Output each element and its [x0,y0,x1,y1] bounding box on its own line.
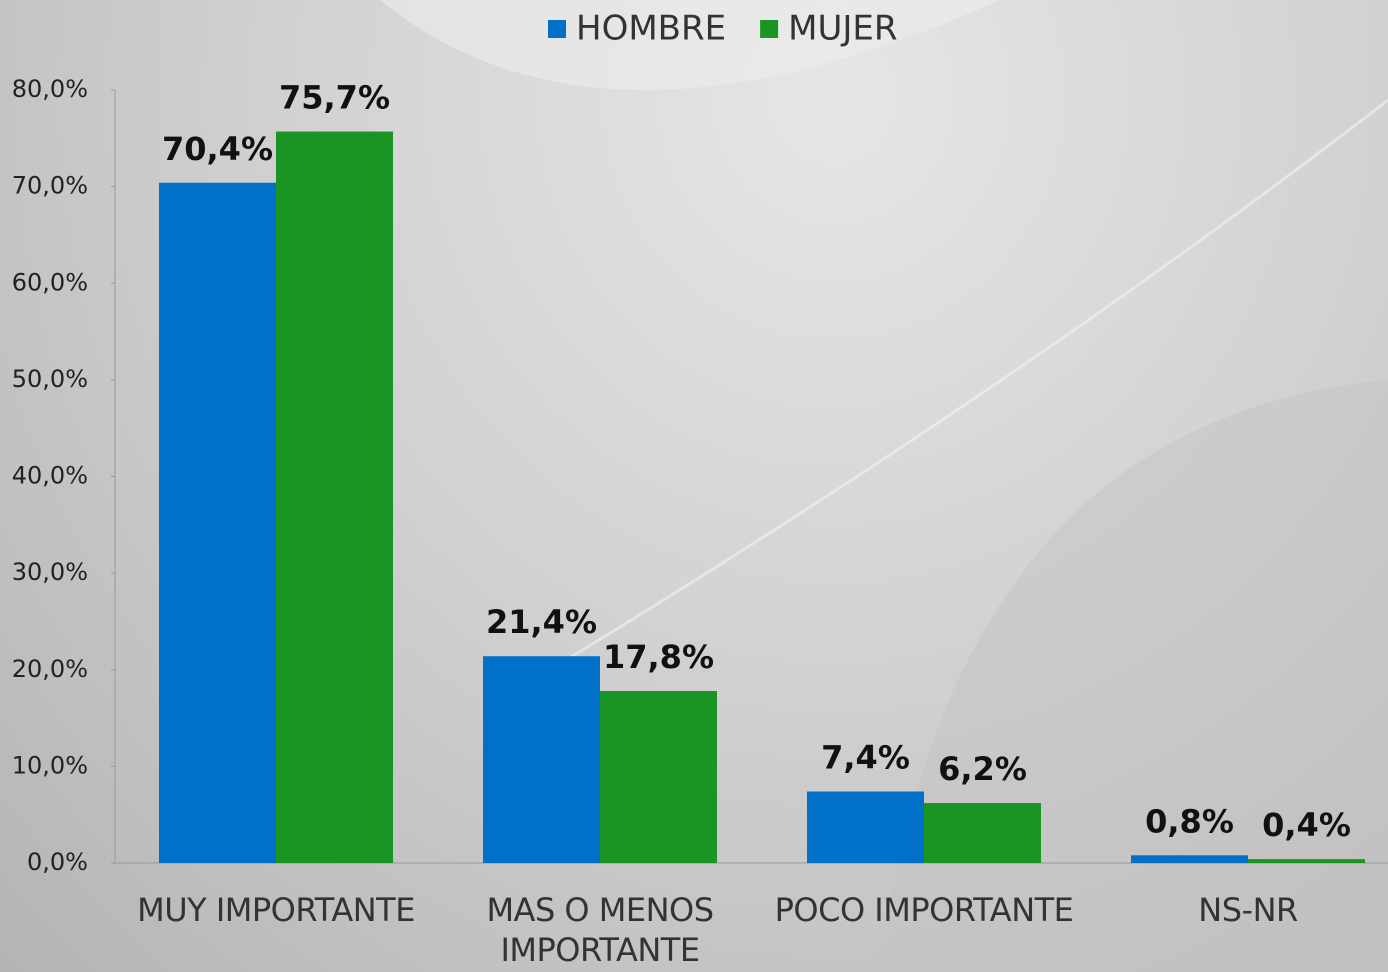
data-label: 17,8% [603,638,714,676]
data-label: 21,4% [486,603,597,641]
data-label: 0,8% [1145,802,1234,840]
bar [924,803,1041,863]
bar [483,656,600,863]
data-label: 7,4% [821,738,910,776]
x-tick-label: MAS O MENOS IMPORTANTE [486,891,714,969]
bar [1131,855,1248,863]
y-tick-label: 10,0% [12,751,88,779]
y-tick-label: 60,0% [12,268,88,296]
legend-label: MUJER [788,9,897,49]
x-tick-label: NS-NR [1198,891,1298,929]
data-label: 75,7% [279,79,390,117]
y-tick-label: 50,0% [12,365,88,393]
data-label: 6,2% [938,750,1027,788]
background-curve [880,380,1388,972]
bar [276,131,393,863]
y-tick-label: 80,0% [12,75,88,103]
y-tick-label: 70,0% [12,172,88,200]
bar [159,182,276,863]
bar [807,791,924,863]
y-tick-label: 40,0% [12,462,88,490]
legend-swatch [760,20,779,38]
data-label: 70,4% [162,130,273,168]
background-curve [380,0,1000,90]
x-tick-label: MUY IMPORTANTE [137,891,415,929]
y-tick-label: 0,0% [27,848,88,876]
bar [600,691,717,863]
y-tick-label: 20,0% [12,655,88,683]
data-label: 0,4% [1262,806,1351,844]
bar [1248,859,1365,863]
x-tick-label: POCO IMPORTANTE [774,891,1074,929]
y-tick-label: 30,0% [12,558,88,586]
legend-label: HOMBRE [576,9,726,49]
legend-swatch [548,20,566,38]
background-line [499,98,1388,702]
